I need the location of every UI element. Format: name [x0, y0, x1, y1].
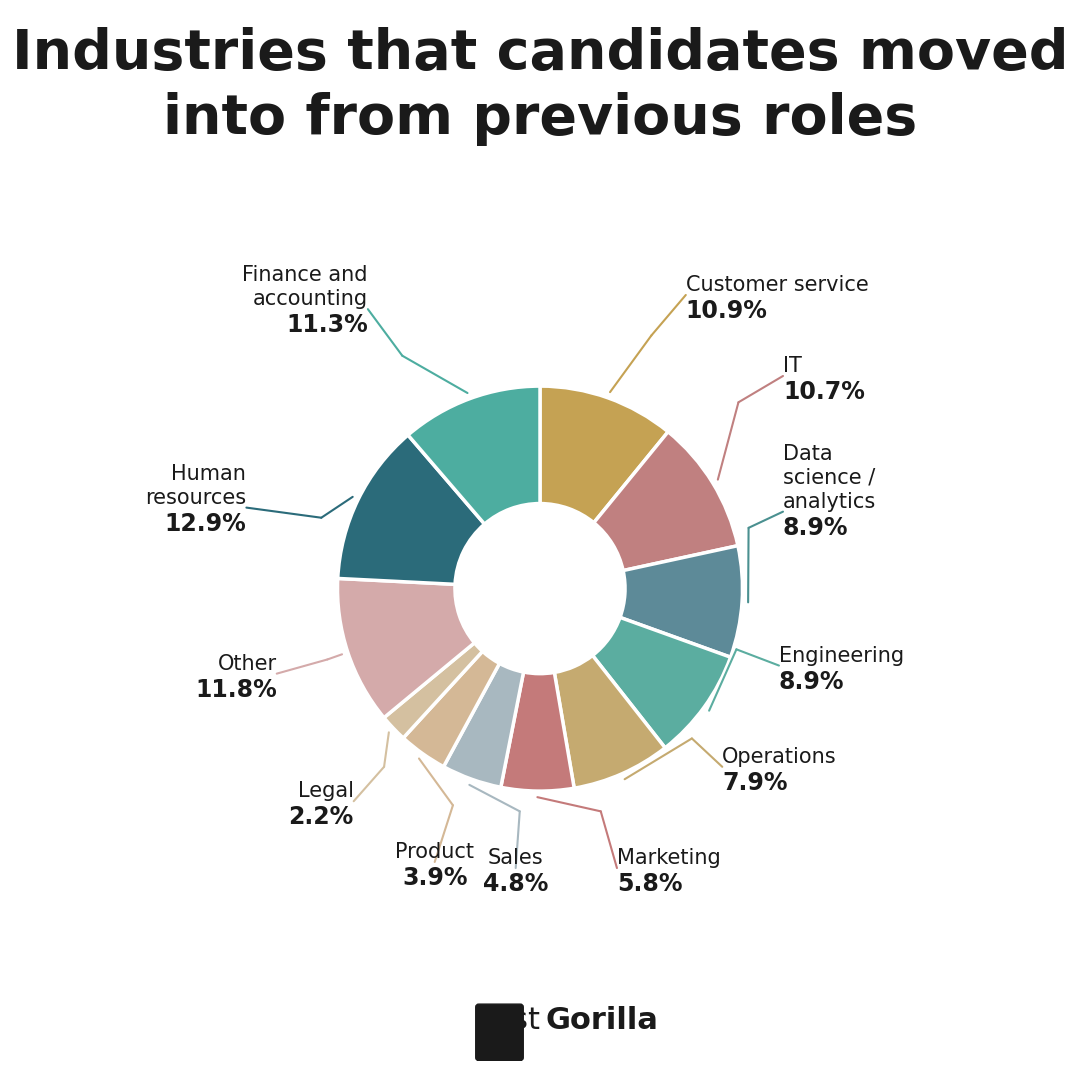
Text: 12.9%: 12.9% [164, 512, 246, 536]
Wedge shape [338, 435, 485, 584]
Text: 3.9%: 3.9% [402, 866, 468, 890]
Wedge shape [338, 579, 474, 718]
Wedge shape [554, 656, 665, 788]
Wedge shape [501, 672, 575, 791]
Text: Operations: Operations [723, 746, 837, 767]
Text: IT: IT [783, 356, 801, 376]
Wedge shape [408, 387, 540, 524]
Wedge shape [594, 432, 738, 570]
Text: Test: Test [480, 1007, 540, 1035]
Wedge shape [384, 643, 483, 738]
FancyBboxPatch shape [475, 1004, 523, 1061]
Text: Other: Other [218, 653, 276, 674]
Text: Engineering: Engineering [779, 646, 904, 665]
Text: 5.8%: 5.8% [617, 873, 683, 896]
Wedge shape [593, 618, 730, 747]
Text: 7.9%: 7.9% [723, 771, 787, 795]
Text: Sales: Sales [488, 848, 543, 868]
Text: Marketing: Marketing [617, 848, 720, 868]
Text: Legal: Legal [298, 781, 353, 801]
Text: Product: Product [395, 842, 474, 862]
Text: Gorilla: Gorilla [545, 1007, 659, 1035]
Text: 11.8%: 11.8% [195, 678, 276, 702]
Text: 8.9%: 8.9% [783, 516, 849, 540]
Text: 2.2%: 2.2% [288, 806, 353, 829]
Wedge shape [444, 663, 524, 787]
Text: Data
science /
analytics: Data science / analytics [783, 444, 876, 512]
Text: Human
resources: Human resources [145, 463, 246, 508]
Text: 4.8%: 4.8% [483, 873, 549, 896]
Text: 10.7%: 10.7% [783, 380, 865, 404]
Text: 10.9%: 10.9% [686, 299, 768, 323]
Text: Finance and
accounting: Finance and accounting [242, 266, 368, 309]
Wedge shape [540, 387, 669, 523]
Text: Customer service: Customer service [686, 275, 868, 295]
Wedge shape [620, 545, 742, 658]
Wedge shape [403, 651, 499, 767]
Text: 11.3%: 11.3% [286, 313, 368, 337]
Text: 8.9%: 8.9% [779, 670, 845, 693]
Text: Industries that candidates moved
into from previous roles: Industries that candidates moved into fr… [12, 27, 1068, 146]
